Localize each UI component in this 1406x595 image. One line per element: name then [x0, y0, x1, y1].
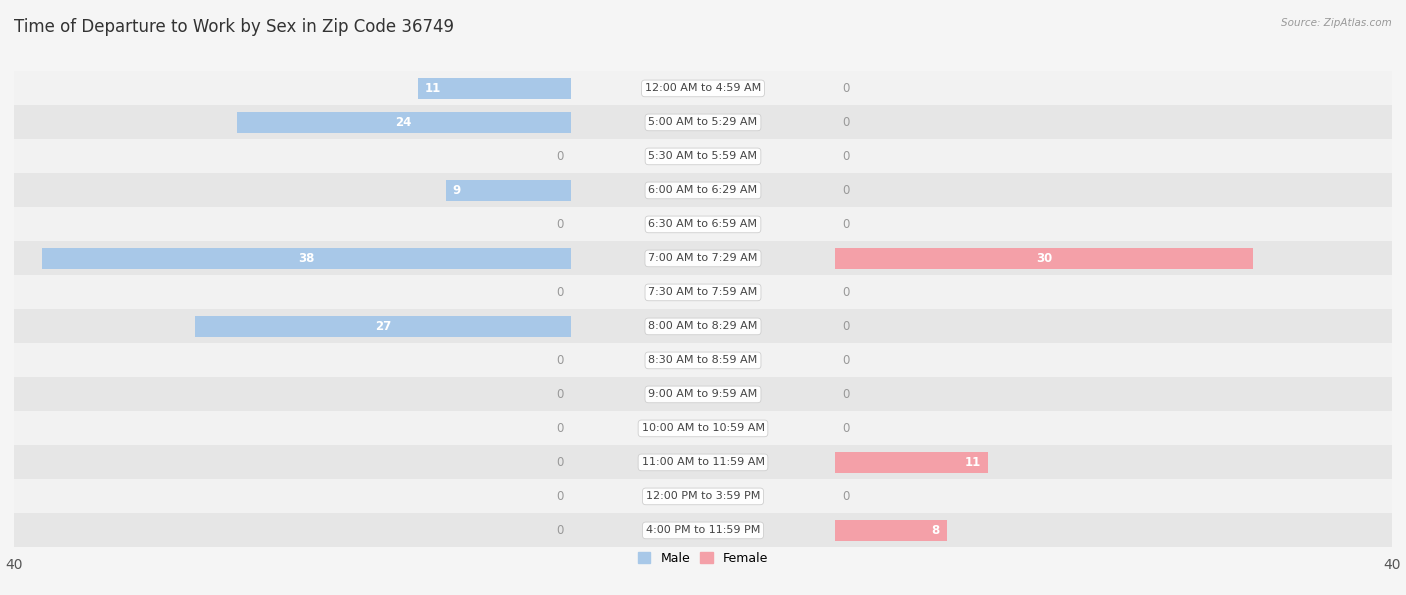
Text: 0: 0: [557, 490, 564, 503]
Text: 0: 0: [842, 286, 849, 299]
Bar: [14, 309, 1392, 343]
Text: 12:00 PM to 3:59 PM: 12:00 PM to 3:59 PM: [645, 491, 761, 502]
Text: 12:00 AM to 4:59 AM: 12:00 AM to 4:59 AM: [645, 83, 761, 93]
Text: 24: 24: [395, 116, 412, 129]
Text: 9:00 AM to 9:59 AM: 9:00 AM to 9:59 AM: [648, 389, 758, 399]
Bar: [14, 513, 1392, 547]
Text: 7:30 AM to 7:59 AM: 7:30 AM to 7:59 AM: [648, 287, 758, 298]
Text: 0: 0: [557, 456, 564, 469]
Text: 0: 0: [557, 422, 564, 435]
Bar: [835, 520, 946, 541]
Text: 0: 0: [842, 490, 849, 503]
Bar: [14, 377, 1392, 411]
Text: 11: 11: [425, 82, 441, 95]
Text: 8:30 AM to 8:59 AM: 8:30 AM to 8:59 AM: [648, 355, 758, 365]
Text: 6:30 AM to 6:59 AM: 6:30 AM to 6:59 AM: [648, 220, 758, 230]
Bar: [14, 275, 1392, 309]
Legend: Male, Female: Male, Female: [633, 547, 773, 569]
Text: 0: 0: [557, 150, 564, 163]
Text: Time of Departure to Work by Sex in Zip Code 36749: Time of Departure to Work by Sex in Zip …: [14, 18, 454, 36]
Text: 0: 0: [557, 354, 564, 367]
Text: 0: 0: [557, 218, 564, 231]
Text: 5:00 AM to 5:29 AM: 5:00 AM to 5:29 AM: [648, 117, 758, 127]
Bar: [42, 248, 571, 269]
Text: 5:30 AM to 5:59 AM: 5:30 AM to 5:59 AM: [648, 151, 758, 161]
Text: 11:00 AM to 11:59 AM: 11:00 AM to 11:59 AM: [641, 458, 765, 468]
Text: 0: 0: [557, 524, 564, 537]
Text: 0: 0: [842, 422, 849, 435]
Bar: [14, 411, 1392, 446]
Bar: [14, 242, 1392, 275]
Bar: [14, 446, 1392, 480]
Bar: [14, 208, 1392, 242]
Text: 0: 0: [557, 388, 564, 401]
Text: 27: 27: [375, 320, 391, 333]
Text: 10:00 AM to 10:59 AM: 10:00 AM to 10:59 AM: [641, 424, 765, 433]
Text: 7:00 AM to 7:29 AM: 7:00 AM to 7:29 AM: [648, 253, 758, 264]
Text: 0: 0: [842, 116, 849, 129]
Text: 0: 0: [842, 388, 849, 401]
Bar: [418, 78, 571, 99]
Bar: [14, 105, 1392, 139]
Text: 30: 30: [1036, 252, 1052, 265]
Text: 38: 38: [298, 252, 315, 265]
Text: 0: 0: [842, 184, 849, 197]
Bar: [835, 452, 988, 473]
Text: 4:00 PM to 11:59 PM: 4:00 PM to 11:59 PM: [645, 525, 761, 536]
Text: 11: 11: [965, 456, 981, 469]
Bar: [14, 71, 1392, 105]
Bar: [236, 112, 571, 133]
Text: 0: 0: [842, 82, 849, 95]
Text: 8: 8: [931, 524, 939, 537]
Bar: [14, 343, 1392, 377]
Text: 0: 0: [557, 286, 564, 299]
Bar: [835, 248, 1253, 269]
Text: 9: 9: [453, 184, 461, 197]
Text: Source: ZipAtlas.com: Source: ZipAtlas.com: [1281, 18, 1392, 28]
Text: 8:00 AM to 8:29 AM: 8:00 AM to 8:29 AM: [648, 321, 758, 331]
Bar: [14, 480, 1392, 513]
Text: 6:00 AM to 6:29 AM: 6:00 AM to 6:29 AM: [648, 186, 758, 195]
Text: 0: 0: [842, 320, 849, 333]
Text: 0: 0: [842, 354, 849, 367]
Text: 0: 0: [842, 150, 849, 163]
Bar: [195, 316, 571, 337]
Bar: [446, 180, 571, 201]
Text: 0: 0: [842, 218, 849, 231]
Bar: [14, 139, 1392, 173]
Bar: [14, 173, 1392, 208]
